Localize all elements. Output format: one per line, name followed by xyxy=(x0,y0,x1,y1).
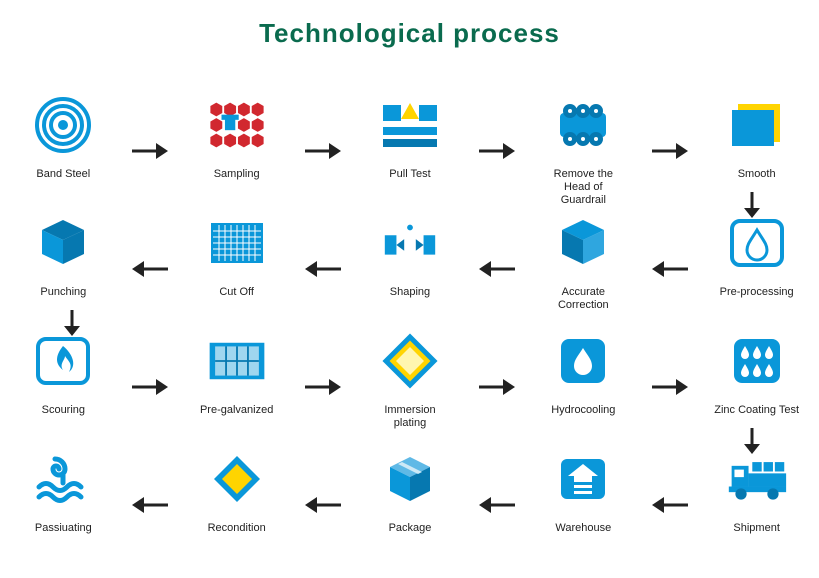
arrow-down-icon xyxy=(740,426,764,461)
cube-icon xyxy=(552,212,614,274)
step-label: Punching xyxy=(40,286,86,299)
arrow-right-icon xyxy=(650,356,690,418)
arrow-left-icon xyxy=(650,474,690,536)
step-cut-off: Cut Off xyxy=(193,208,280,326)
arrow-right-icon xyxy=(303,356,343,418)
step-label: Warehouse xyxy=(555,522,611,535)
drop-square-icon xyxy=(552,330,614,392)
arrow-left-icon xyxy=(130,238,170,300)
stack-icon xyxy=(726,94,788,156)
step-label: Pre-galvanized xyxy=(200,404,273,417)
step-label: Pre-processing xyxy=(720,286,794,299)
package-icon xyxy=(379,448,441,510)
step-label: Package xyxy=(389,522,432,535)
pull-test-icon xyxy=(379,94,441,156)
grid-box-icon xyxy=(206,212,268,274)
hex-grid-icon xyxy=(206,94,268,156)
diamond-blue-icon xyxy=(206,448,268,510)
arrow-right-icon xyxy=(477,356,517,418)
step-shaping: Shaping xyxy=(367,208,454,326)
step-label: Hydrocooling xyxy=(551,404,615,417)
step-label: Shipment xyxy=(733,522,779,535)
diamond-yellow-icon xyxy=(379,330,441,392)
arrow-right-icon xyxy=(303,120,343,182)
step-hydrocooling: Hydrocooling xyxy=(540,326,627,444)
step-accurate-correction: Accurate Correction xyxy=(540,208,627,326)
step-passivating: Passiuating xyxy=(20,444,107,562)
step-label: Recondition xyxy=(208,522,266,535)
step-label: Band Steel xyxy=(36,168,90,181)
step-label: Immersion plating xyxy=(367,404,454,430)
step-remove-head: Remove the Head of Guardrail xyxy=(540,90,627,208)
arrow-right-icon xyxy=(130,356,170,418)
step-sampling: Sampling xyxy=(193,90,280,208)
arrow-left-icon xyxy=(477,474,517,536)
arrow-left-icon xyxy=(477,238,517,300)
step-immersion-plating: Immersion plating xyxy=(367,326,454,444)
arrow-right-icon xyxy=(130,120,170,182)
shaping-icon xyxy=(379,212,441,274)
wave-icon xyxy=(32,448,94,510)
step-warehouse: Warehouse xyxy=(540,444,627,562)
arrow-left-icon xyxy=(303,238,343,300)
cube-solid-icon xyxy=(32,212,94,274)
arrow-left-icon xyxy=(650,238,690,300)
arrow-right-icon xyxy=(650,120,690,182)
step-label: Cut Off xyxy=(219,286,254,299)
step-pre-processing: Pre-processing xyxy=(713,208,800,326)
step-pre-galvanized: Pre-galvanized xyxy=(193,326,280,444)
arrow-left-icon xyxy=(303,474,343,536)
warehouse-icon xyxy=(552,448,614,510)
panel-grid-icon xyxy=(206,330,268,392)
arrow-right-icon xyxy=(477,120,517,182)
process-grid: Band Steel Sampling Pull Test xyxy=(20,90,800,562)
coil-icon xyxy=(32,94,94,156)
step-label: Passiuating xyxy=(35,522,92,535)
step-band-steel: Band Steel xyxy=(20,90,107,208)
step-package: Package xyxy=(367,444,454,562)
step-label: Sampling xyxy=(214,168,260,181)
drops-square-icon xyxy=(726,330,788,392)
step-pull-test: Pull Test xyxy=(367,90,454,208)
rollers-icon xyxy=(552,94,614,156)
page-title: Technological process xyxy=(0,0,819,49)
arrow-left-icon xyxy=(130,474,170,536)
step-shipment: Shipment xyxy=(713,444,800,562)
step-label: Pull Test xyxy=(389,168,430,181)
step-label: Accurate Correction xyxy=(540,286,627,312)
step-label: Scouring xyxy=(42,404,85,417)
arrow-down-icon xyxy=(740,190,764,225)
step-recondition: Recondition xyxy=(193,444,280,562)
step-scouring: Scouring xyxy=(20,326,107,444)
step-label: Shaping xyxy=(390,286,430,299)
step-label: Smooth xyxy=(738,168,776,181)
step-label: Zinc Coating Test xyxy=(714,404,799,417)
arrow-down-icon xyxy=(60,308,84,343)
step-label: Remove the Head of Guardrail xyxy=(540,168,627,208)
